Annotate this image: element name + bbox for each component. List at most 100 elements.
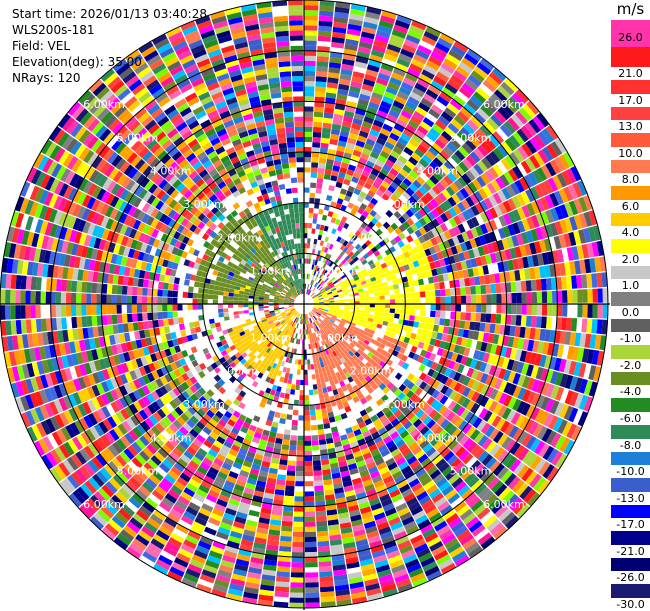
- velocity-gate: [354, 377, 361, 385]
- velocity-gate: [238, 402, 246, 410]
- velocity-gate: [314, 485, 324, 492]
- velocity-gate: [111, 494, 125, 508]
- velocity-gate: [546, 291, 553, 303]
- velocity-gate: [504, 248, 512, 260]
- velocity-gate: [68, 255, 76, 268]
- velocity-gate: [91, 282, 98, 294]
- velocity-gate: [322, 127, 331, 134]
- velocity-gate: [458, 420, 468, 431]
- velocity-gate: [350, 348, 357, 354]
- velocity-gate: [175, 523, 189, 535]
- velocity-gate: [380, 431, 390, 440]
- velocity-gate: [312, 309, 318, 313]
- velocity-gate: [321, 464, 331, 471]
- velocity-gate: [443, 450, 455, 462]
- velocity-gate: [569, 332, 577, 346]
- velocity-gate: [376, 278, 383, 284]
- velocity-gate: [101, 304, 107, 315]
- velocity-gate: [537, 425, 548, 440]
- velocity-gate: [549, 192, 559, 207]
- velocity-gate: [432, 185, 442, 195]
- velocity-gate: [276, 433, 284, 440]
- velocity-gate: [583, 380, 593, 396]
- velocity-gate: [53, 399, 64, 414]
- velocity-gate: [208, 466, 219, 476]
- velocity-gate: [278, 464, 288, 471]
- velocity-gate: [304, 141, 312, 148]
- velocity-gate: [374, 300, 380, 304]
- velocity-gate: [450, 296, 456, 304]
- velocity-gate: [240, 426, 249, 434]
- velocity-gate: [267, 436, 276, 443]
- velocity-gate: [324, 277, 329, 283]
- velocity-gate: [391, 29, 407, 39]
- velocity-gate: [134, 330, 141, 340]
- velocity-gate: [327, 364, 333, 371]
- velocity-gate: [475, 340, 483, 351]
- velocity-gate: [400, 417, 410, 426]
- velocity-gate: [423, 135, 435, 146]
- velocity-gate: [465, 286, 471, 295]
- velocity-gate: [431, 492, 444, 504]
- velocity-gate: [310, 424, 318, 431]
- velocity-gate: [313, 238, 318, 245]
- velocity-gate: [394, 235, 402, 243]
- velocity-gate: [558, 154, 570, 170]
- velocity-gate: [75, 451, 87, 465]
- velocity-gate: [212, 414, 221, 423]
- velocity-gate: [224, 457, 234, 466]
- velocity-gate: [365, 111, 376, 120]
- velocity-gate: [154, 327, 161, 336]
- velocity-gate: [256, 365, 263, 372]
- velocity-gate: [412, 353, 420, 361]
- velocity-gate: [45, 291, 51, 304]
- velocity-gate: [556, 249, 564, 263]
- velocity-gate: [342, 480, 353, 488]
- velocity-gate: [389, 559, 404, 569]
- velocity-gate: [536, 167, 548, 182]
- velocity-gate: [11, 366, 21, 382]
- velocity-gate: [450, 304, 456, 312]
- velocity-gate: [324, 317, 330, 322]
- velocity-gate: [385, 209, 394, 218]
- velocity-gate: [319, 581, 334, 588]
- velocity-gate: [390, 181, 400, 190]
- velocity-gate: [170, 409, 180, 420]
- velocity-gate: [102, 325, 109, 336]
- velocity-gate: [451, 428, 462, 439]
- velocity-gate: [289, 592, 304, 598]
- velocity-gate: [100, 393, 110, 406]
- velocity-gate: [361, 283, 368, 288]
- velocity-gate: [566, 275, 573, 290]
- velocity-gate: [97, 326, 104, 337]
- velocity-gate: [132, 349, 141, 359]
- velocity-gate: [380, 339, 388, 346]
- velocity-gate: [385, 457, 396, 467]
- velocity-gate: [419, 335, 427, 343]
- velocity-gate: [48, 208, 58, 223]
- velocity-gate: [323, 225, 329, 232]
- velocity-gate: [313, 116, 323, 123]
- velocity-gate: [384, 410, 394, 419]
- velocity-gate: [554, 206, 564, 220]
- velocity-gate: [361, 26, 377, 35]
- velocity-gate: [105, 205, 114, 218]
- velocity-gate: [479, 322, 486, 332]
- velocity-gate: [537, 149, 550, 164]
- velocity-gate: [164, 251, 172, 261]
- velocity-gate: [475, 214, 485, 225]
- velocity-gate: [324, 258, 330, 265]
- velocity-gate: [329, 284, 335, 289]
- velocity-gate: [290, 572, 304, 578]
- velocity-gate: [497, 449, 509, 463]
- velocity-gate: [29, 392, 40, 408]
- velocity-gate: [279, 319, 285, 324]
- velocity-gate: [305, 329, 308, 335]
- velocity-gate: [328, 529, 341, 536]
- velocity-gate: [362, 330, 369, 336]
- velocity-gate: [268, 361, 275, 368]
- velocity-gate: [198, 387, 207, 396]
- velocity-gate: [304, 506, 315, 512]
- velocity-gate: [162, 289, 168, 297]
- velocity-gate: [203, 564, 218, 574]
